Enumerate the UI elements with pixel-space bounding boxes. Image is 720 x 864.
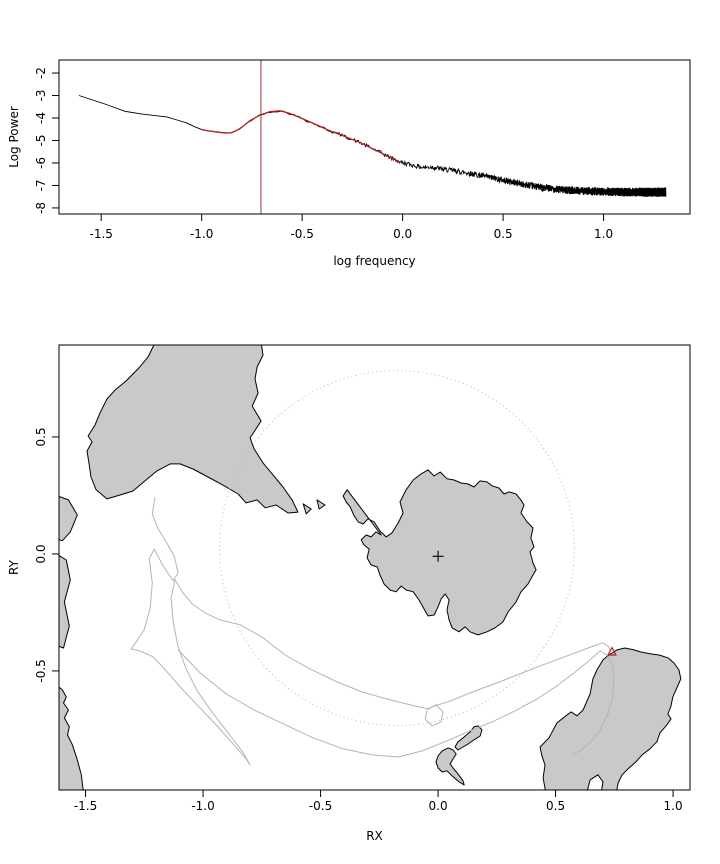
map-plot: -1.5 -1.0 -0.5 0.0 0.5 1.0 0.5 0.0 -0.5 RX RY [7, 344, 691, 843]
trajectory-sweep [177, 649, 615, 758]
y-tick-label: -5 [34, 135, 48, 147]
islet-cape-horn-1 [302, 503, 312, 515]
x-tick-label: -0.5 [309, 799, 332, 813]
coast-sliver-upper [59, 495, 78, 542]
coast-sliver-middle [59, 554, 71, 649]
x-tick-label: 1.0 [664, 799, 683, 813]
x-tick-label: 0.0 [429, 799, 448, 813]
x-tick-label: -1.0 [191, 799, 214, 813]
landmass-australia [539, 647, 682, 790]
y-tick-label: -6 [34, 157, 48, 169]
y-tick-label: -0.5 [34, 659, 48, 682]
y-tick-label: -3 [34, 90, 48, 102]
trajectory-main [130, 496, 612, 766]
y-axis-title: Log Power [7, 106, 21, 168]
y-axis-title: RY [7, 559, 21, 575]
islet-cape-horn-2 [316, 499, 326, 510]
x-tick-label: -1.5 [74, 799, 97, 813]
island-new-zealand-south [435, 747, 465, 786]
y-tick-label: -2 [34, 67, 48, 79]
pole-plus-marker [432, 550, 444, 562]
x-axis-title: log frequency [333, 254, 415, 268]
landmass-south-america [86, 345, 299, 514]
x-tick-label: 1.0 [594, 227, 613, 241]
map-axes: -1.5 -1.0 -0.5 0.0 0.5 1.0 0.5 0.0 -0.5 RX RY [7, 344, 691, 843]
y-tick-label: -7 [34, 179, 48, 191]
y-tick-label: -4 [34, 112, 48, 124]
plot-frame [58, 344, 691, 791]
y-tick-label: -8 [34, 202, 48, 214]
smoothed-fit-line [201, 110, 401, 163]
y-tick-label: 0.5 [34, 427, 48, 446]
coast-sliver-corner [59, 686, 84, 790]
dotted-latitude-circle [219, 370, 575, 727]
y-tick-label: 0.0 [34, 544, 48, 563]
x-tick-label: -0.5 [290, 227, 313, 241]
x-tick-label: -1.5 [89, 227, 112, 241]
start-triangle-marker [606, 646, 617, 656]
x-tick-label: 0.5 [494, 227, 513, 241]
x-axis-title: RX [366, 829, 383, 843]
plot-frame [58, 59, 691, 215]
power-spectrum-plot: -1.5 -1.0 -0.5 0.0 0.5 1.0 -2 -3 -4 -5 -6 -7 -8 log f… [7, 59, 691, 268]
landmass-antarctica [342, 469, 537, 636]
x-tick-label: 0.5 [546, 799, 565, 813]
map-content [59, 345, 682, 790]
periodogram-line [78, 95, 667, 198]
island-new-zealand-north [454, 725, 483, 751]
x-tick-label: 0.0 [393, 227, 412, 241]
x-tick-label: -1.0 [190, 227, 213, 241]
power-spectrum-axes: -1.5 -1.0 -0.5 0.0 0.5 1.0 -2 -3 -4 -5 -6 -7 -8 log f… [7, 59, 691, 268]
